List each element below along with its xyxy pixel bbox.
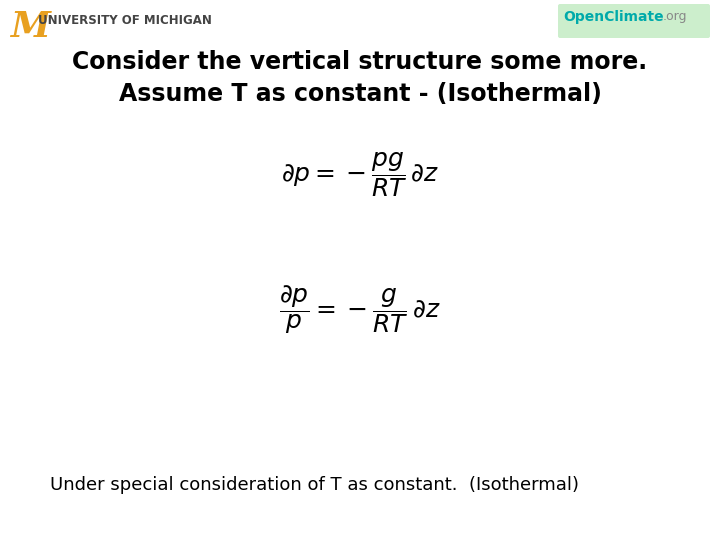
- Text: OpenClimate: OpenClimate: [563, 10, 664, 24]
- Text: $\partial p = -\dfrac{pg}{RT}\,\partial z$: $\partial p = -\dfrac{pg}{RT}\,\partial …: [281, 151, 439, 199]
- Text: UNIVERSITY OF MICHIGAN: UNIVERSITY OF MICHIGAN: [38, 14, 212, 27]
- FancyBboxPatch shape: [558, 4, 710, 38]
- Text: $\dfrac{\partial p}{p} = -\dfrac{g}{RT}\,\partial z$: $\dfrac{\partial p}{p} = -\dfrac{g}{RT}\…: [279, 284, 441, 336]
- Text: Consider the vertical structure some more.: Consider the vertical structure some mor…: [73, 50, 647, 74]
- Text: Assume T as constant - (Isothermal): Assume T as constant - (Isothermal): [119, 82, 601, 106]
- Text: .org: .org: [663, 10, 688, 23]
- Text: M: M: [10, 10, 50, 44]
- Text: Under special consideration of T as constant.  (Isothermal): Under special consideration of T as cons…: [50, 476, 579, 494]
